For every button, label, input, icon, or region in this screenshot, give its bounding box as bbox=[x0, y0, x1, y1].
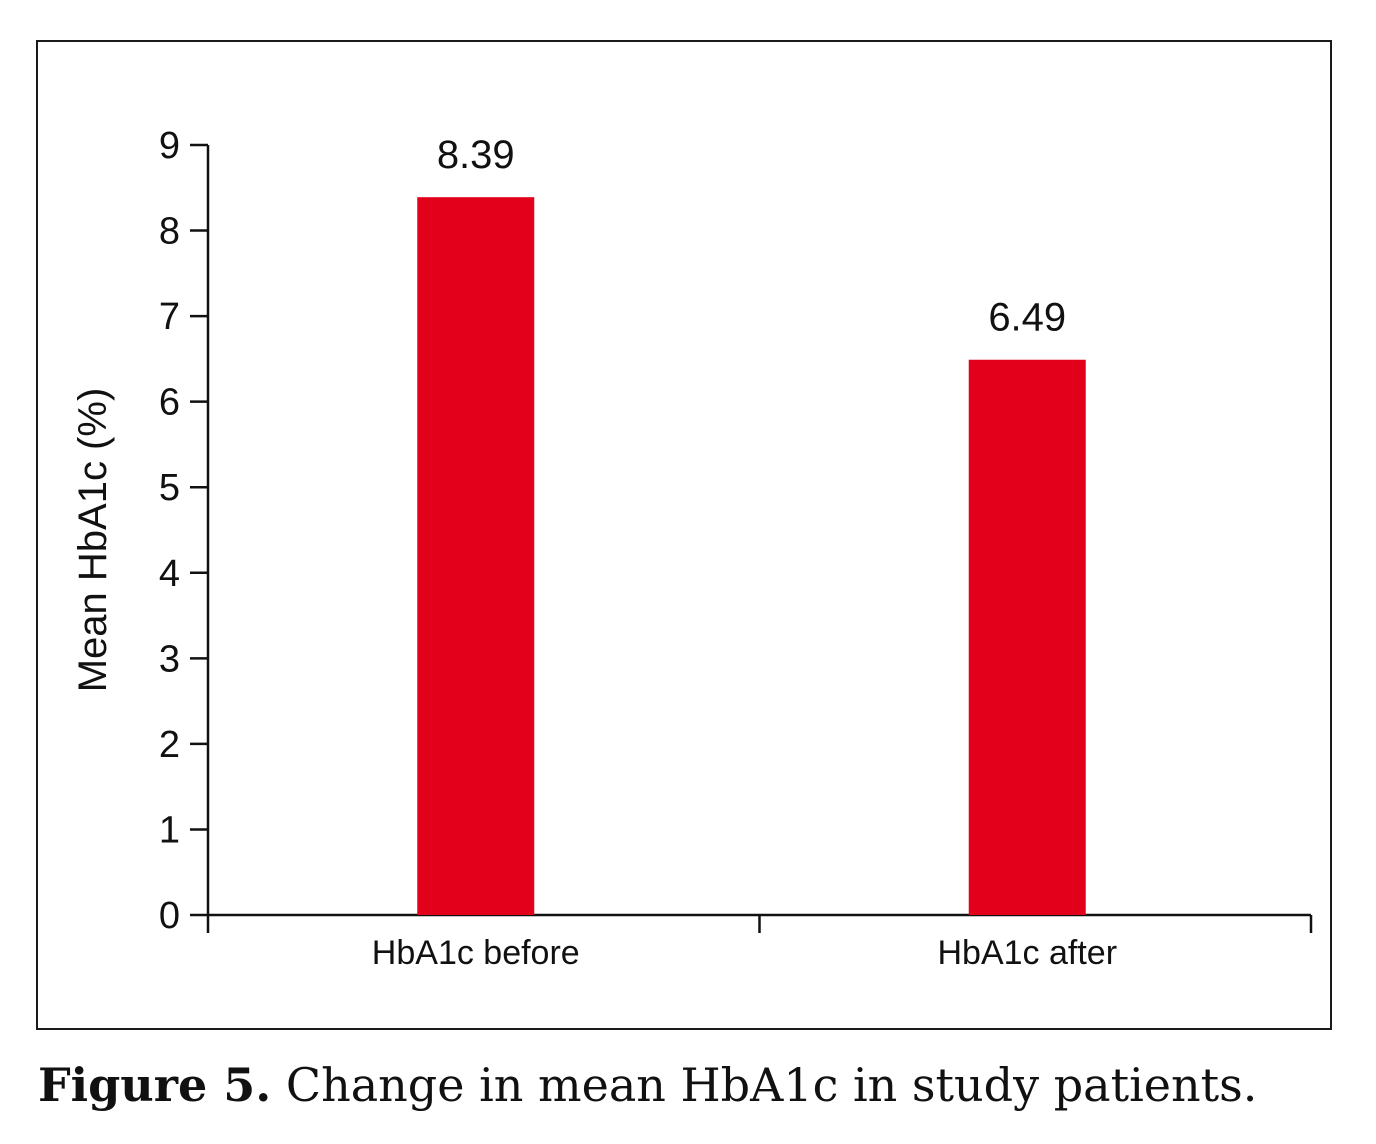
bar bbox=[417, 197, 535, 915]
y-tick-label: 8 bbox=[159, 211, 180, 253]
caption-text: Change in mean HbA1c in study patients. bbox=[271, 1058, 1258, 1112]
chart: 0 1 2 3 4 5 6 7 8 9 8.39 HbA1c before 6.49 HbA1c afte… bbox=[71, 125, 1313, 972]
y-axis-title: Mean HbA1c (%) bbox=[71, 388, 115, 693]
y-tick-label: 9 bbox=[159, 125, 180, 167]
y-tick-label: 0 bbox=[159, 895, 180, 937]
x-category-label: HbA1c before bbox=[372, 934, 580, 972]
y-tick-label: 7 bbox=[159, 296, 180, 338]
x-category-label: HbA1c after bbox=[937, 934, 1117, 972]
y-tick-label: 5 bbox=[159, 467, 180, 509]
y-tick-label: 1 bbox=[159, 809, 180, 851]
y-tick-label: 4 bbox=[159, 553, 180, 595]
y-tick-label: 3 bbox=[159, 638, 180, 680]
figure-caption: Figure 5. Change in mean HbA1c in study … bbox=[38, 1058, 1257, 1112]
chart-frame bbox=[36, 40, 1332, 1030]
y-tick-label: 6 bbox=[159, 382, 180, 424]
caption-prefix: Figure 5. bbox=[38, 1058, 272, 1112]
data-label: 8.39 bbox=[437, 133, 515, 177]
y-tick-label: 2 bbox=[159, 724, 180, 766]
bar bbox=[968, 359, 1086, 915]
data-label: 6.49 bbox=[988, 296, 1066, 340]
